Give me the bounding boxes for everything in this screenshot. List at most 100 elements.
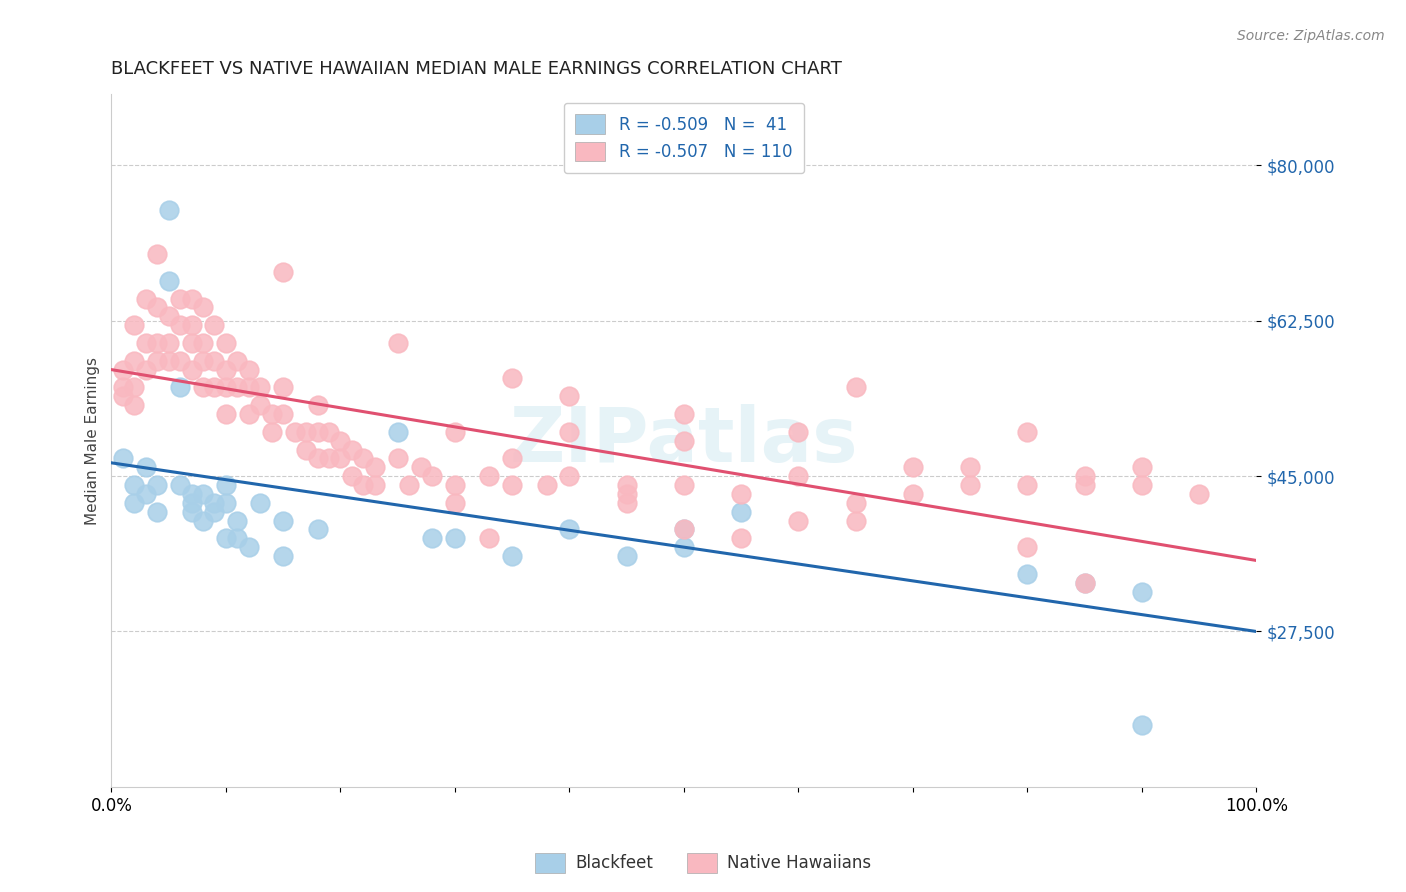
Point xyxy=(787,514,810,528)
Point xyxy=(901,460,924,475)
Point xyxy=(191,301,214,315)
Point xyxy=(1188,487,1211,501)
Point xyxy=(215,496,238,510)
Point xyxy=(340,442,363,457)
Point xyxy=(307,451,329,466)
Point xyxy=(157,202,180,217)
Point xyxy=(672,434,695,448)
Point xyxy=(672,540,695,554)
Point xyxy=(191,353,214,368)
Point xyxy=(672,523,695,537)
Point xyxy=(1017,540,1039,554)
Point xyxy=(959,460,981,475)
Point xyxy=(387,425,409,439)
Point xyxy=(616,478,638,492)
Point xyxy=(444,425,467,439)
Point xyxy=(215,407,238,421)
Point xyxy=(672,407,695,421)
Y-axis label: Median Male Earnings: Median Male Earnings xyxy=(86,357,100,524)
Point xyxy=(730,505,752,519)
Point xyxy=(135,460,157,475)
Point xyxy=(558,425,581,439)
Point xyxy=(169,292,191,306)
Point xyxy=(787,425,810,439)
Point xyxy=(204,318,226,333)
Point xyxy=(1130,460,1153,475)
Point xyxy=(157,353,180,368)
Point xyxy=(191,487,214,501)
Point xyxy=(111,380,134,394)
Point xyxy=(352,478,374,492)
Point xyxy=(1130,717,1153,731)
Point xyxy=(307,523,329,537)
Point xyxy=(135,362,157,376)
Point xyxy=(307,425,329,439)
Point xyxy=(169,353,191,368)
Point xyxy=(558,389,581,403)
Point xyxy=(616,496,638,510)
Point xyxy=(501,478,523,492)
Point xyxy=(180,318,202,333)
Point xyxy=(271,265,294,279)
Point xyxy=(204,505,226,519)
Point xyxy=(672,478,695,492)
Point xyxy=(329,434,352,448)
Point xyxy=(501,549,523,563)
Point xyxy=(616,549,638,563)
Point xyxy=(398,478,420,492)
Point xyxy=(1073,478,1095,492)
Point xyxy=(271,549,294,563)
Point xyxy=(249,398,271,412)
Point xyxy=(1130,478,1153,492)
Point xyxy=(169,380,191,394)
Point xyxy=(124,318,146,333)
Point xyxy=(146,301,169,315)
Point xyxy=(1073,469,1095,483)
Point xyxy=(111,362,134,376)
Point xyxy=(238,540,260,554)
Point xyxy=(444,531,467,545)
Point xyxy=(1073,575,1095,590)
Text: BLACKFEET VS NATIVE HAWAIIAN MEDIAN MALE EARNINGS CORRELATION CHART: BLACKFEET VS NATIVE HAWAIIAN MEDIAN MALE… xyxy=(111,60,842,78)
Point xyxy=(180,336,202,351)
Point xyxy=(340,469,363,483)
Point xyxy=(901,487,924,501)
Point xyxy=(672,523,695,537)
Point xyxy=(558,523,581,537)
Point xyxy=(329,451,352,466)
Point xyxy=(284,425,307,439)
Point xyxy=(444,478,467,492)
Point xyxy=(180,292,202,306)
Point xyxy=(730,487,752,501)
Point xyxy=(238,380,260,394)
Point xyxy=(271,380,294,394)
Point xyxy=(845,496,868,510)
Point xyxy=(124,353,146,368)
Point xyxy=(271,407,294,421)
Point xyxy=(409,460,432,475)
Point xyxy=(180,487,202,501)
Point xyxy=(1017,566,1039,581)
Point xyxy=(478,531,501,545)
Point xyxy=(146,336,169,351)
Point xyxy=(238,407,260,421)
Point xyxy=(111,451,134,466)
Point xyxy=(157,310,180,324)
Point xyxy=(730,531,752,545)
Point xyxy=(295,425,318,439)
Point xyxy=(226,514,249,528)
Point xyxy=(536,478,558,492)
Point xyxy=(364,460,387,475)
Point xyxy=(420,531,443,545)
Point xyxy=(845,380,868,394)
Point xyxy=(215,531,238,545)
Point xyxy=(501,371,523,385)
Point xyxy=(215,362,238,376)
Point xyxy=(146,478,169,492)
Point xyxy=(135,292,157,306)
Point xyxy=(226,531,249,545)
Point xyxy=(157,336,180,351)
Point xyxy=(238,362,260,376)
Point xyxy=(420,469,443,483)
Point xyxy=(204,380,226,394)
